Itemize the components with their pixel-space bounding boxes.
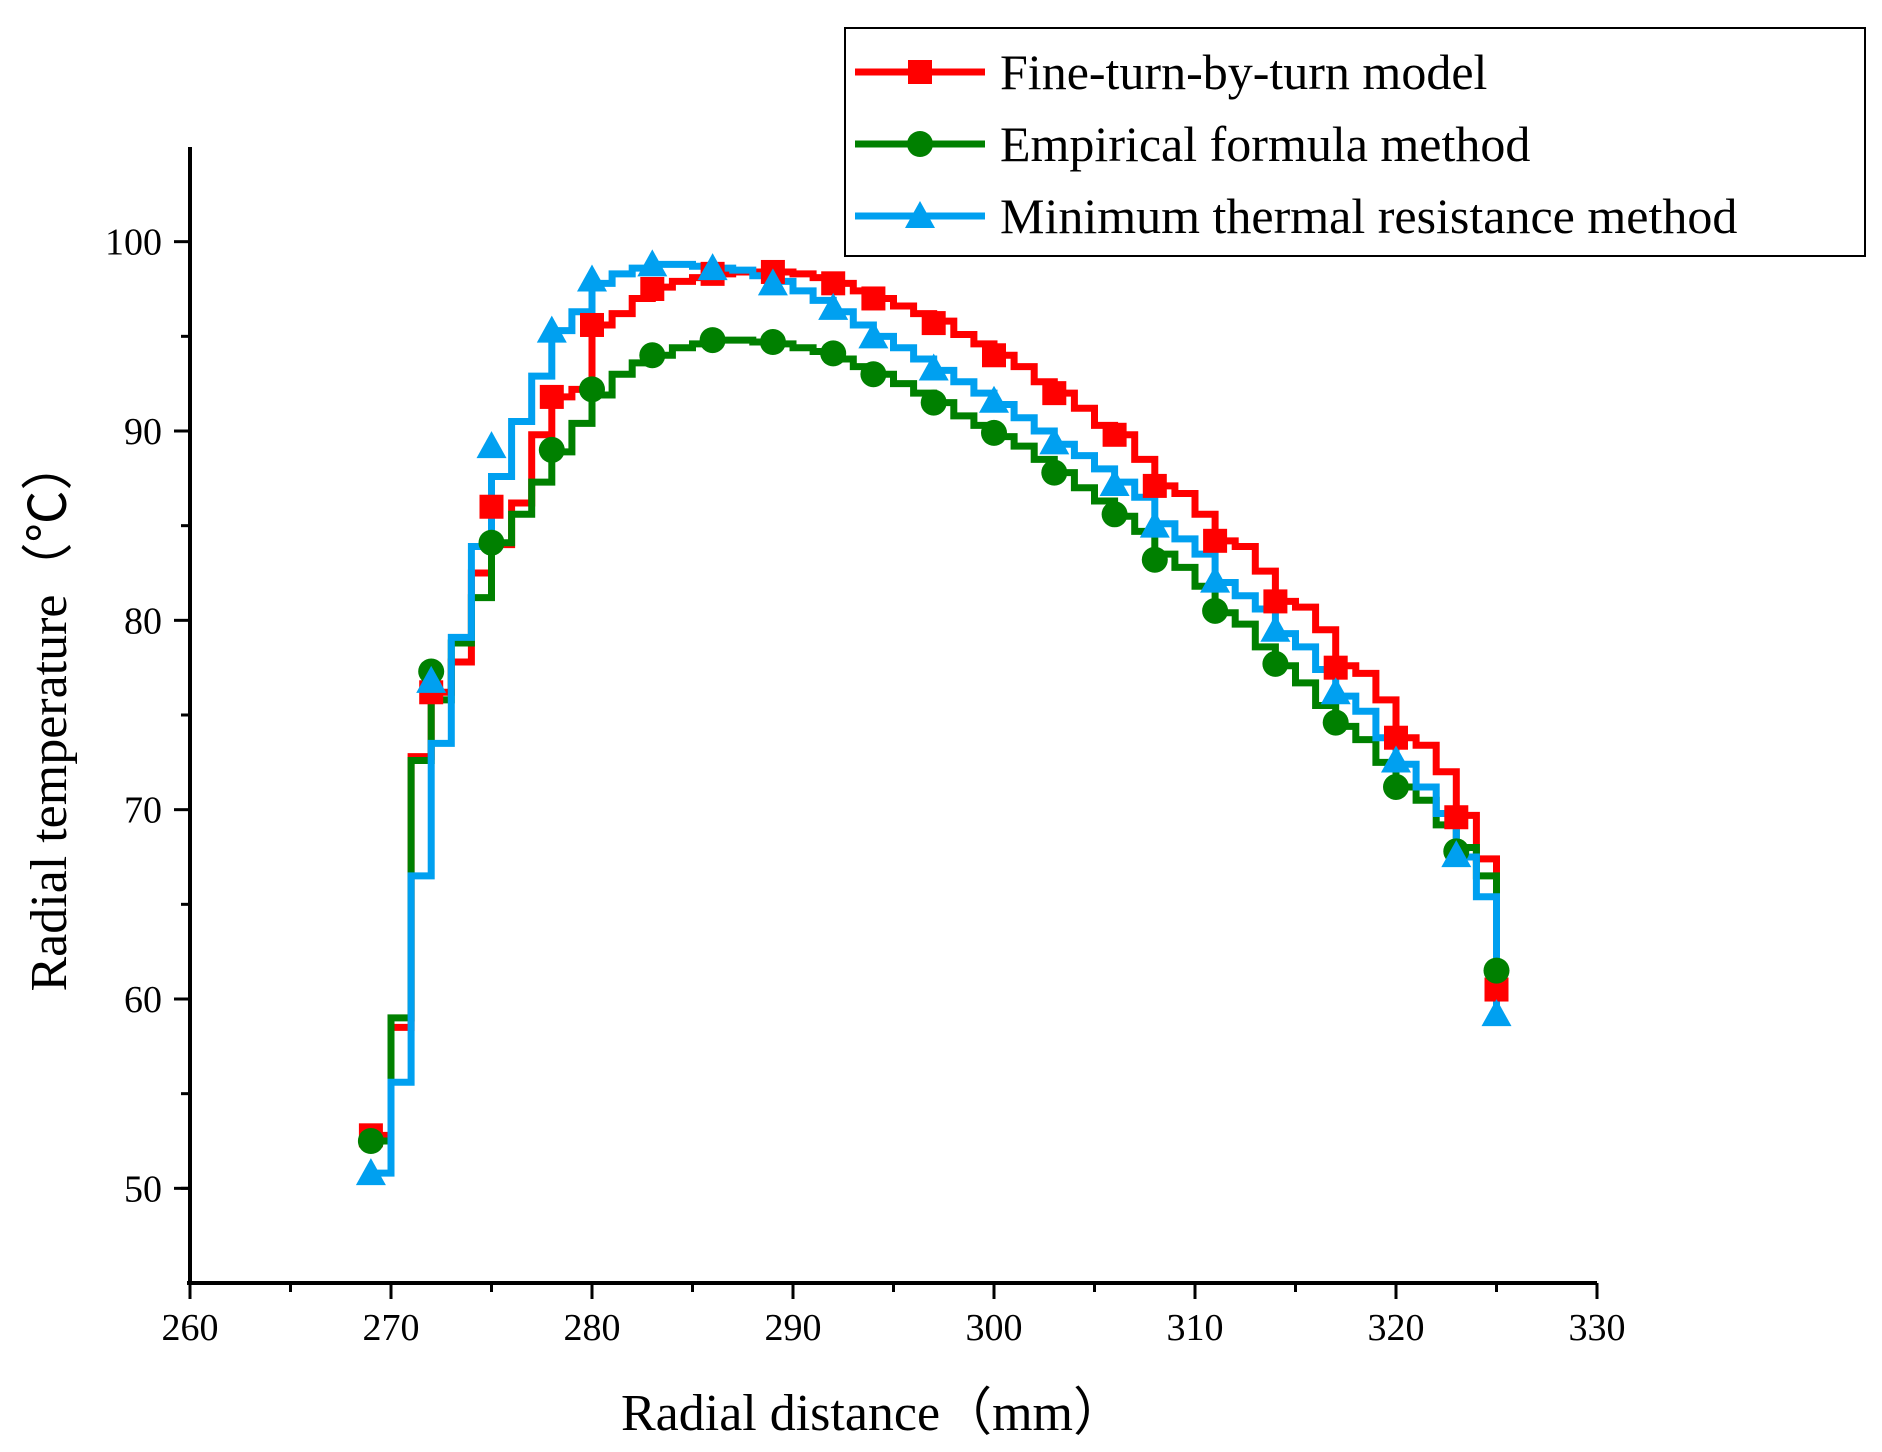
legend-marker — [907, 131, 933, 157]
series-2-marker — [536, 315, 567, 343]
series-1-marker — [759, 329, 786, 356]
series-2-marker — [1481, 999, 1512, 1027]
legend-marker — [905, 201, 935, 228]
y-tick-label: 50 — [124, 1168, 162, 1210]
y-tick-label: 80 — [124, 600, 162, 642]
series-0-marker — [921, 311, 946, 336]
series-2-marker — [1200, 565, 1231, 593]
series-2-marker — [1099, 469, 1130, 497]
series-2-marker — [858, 321, 889, 349]
legend-label: Fine-turn-by-turn model — [1000, 44, 1487, 100]
series-1-marker — [699, 327, 726, 354]
series-2-marker — [1381, 745, 1411, 773]
series-1-marker — [478, 529, 505, 556]
series-1-marker — [1141, 546, 1168, 573]
series-2-marker — [918, 353, 949, 381]
series-0-marker — [1263, 589, 1288, 614]
legend-label: Minimum thermal resistance method — [1000, 188, 1737, 244]
series-1-marker — [579, 376, 605, 403]
series-0-marker — [982, 343, 1006, 368]
series-1-marker — [860, 361, 887, 388]
series-1-marker — [820, 340, 847, 367]
series-2-marker — [1139, 510, 1170, 538]
series-1-marker — [1101, 501, 1128, 528]
series-2-marker — [818, 292, 849, 320]
x-tick-label: 330 — [1569, 1307, 1626, 1349]
series-1-marker — [920, 389, 947, 416]
series-1-marker — [1202, 597, 1229, 624]
series-0-marker — [539, 384, 564, 409]
y-axis-title: Radial temperature（℃） — [21, 438, 78, 991]
series-2-marker — [757, 268, 788, 296]
legend: Fine-turn-by-turn model Empirical formula… — [844, 27, 1866, 257]
x-ticks: 260 270 280 290 300 310 320 330 — [162, 1283, 1626, 1349]
plot-markers — [355, 249, 1512, 1186]
x-tick-label: 290 — [765, 1307, 822, 1349]
series-2-marker — [1039, 427, 1070, 455]
series-0-marker — [1102, 422, 1127, 447]
series-1-marker — [538, 436, 565, 463]
series-0-marker — [861, 286, 886, 311]
series-1-marker — [981, 419, 1007, 446]
series-1-marker — [1262, 650, 1289, 677]
series-2-marker — [355, 1158, 386, 1186]
legend-items: Fine-turn-by-turn model Empirical formula… — [855, 44, 1737, 244]
x-tick-label: 320 — [1368, 1307, 1425, 1349]
series-1-marker — [1322, 709, 1349, 736]
y-tick-label: 90 — [124, 411, 162, 453]
x-tick-label: 270 — [363, 1307, 420, 1349]
series-2-marker — [577, 264, 607, 292]
x-tick-label: 280 — [564, 1307, 621, 1349]
series-0-marker — [1323, 655, 1348, 680]
legend-marker — [908, 60, 932, 84]
x-tick-label: 310 — [1167, 1307, 1224, 1349]
x-tick-label: 300 — [966, 1307, 1023, 1349]
x-tick-label: 260 — [162, 1307, 219, 1349]
series-2-marker — [416, 665, 447, 693]
x-axis-title: Radial distance（mm） — [621, 1385, 1125, 1442]
y-tick-label: 70 — [124, 790, 162, 832]
series-0-marker — [580, 312, 604, 337]
legend-label: Empirical formula method — [1000, 116, 1530, 172]
series-2-marker — [1260, 614, 1291, 642]
legend-box — [844, 27, 1866, 257]
series-2-marker — [1320, 677, 1351, 705]
y-tick-label: 60 — [124, 979, 162, 1021]
series-0-marker — [821, 271, 846, 296]
series-line-2 — [370, 260, 1500, 1177]
series-2-marker — [637, 249, 668, 277]
axes: 260 270 280 290 300 310 320 330 50 60 70 80 90 100 — [105, 147, 1626, 1349]
series-0-marker — [1142, 473, 1167, 498]
y-ticks: 50 60 70 80 90 100 — [105, 222, 190, 1210]
series-0-marker — [479, 494, 504, 519]
series-0-marker — [640, 277, 665, 301]
series-2-marker — [476, 431, 507, 459]
series-1-marker — [357, 1128, 384, 1154]
series-1-marker — [1483, 957, 1510, 984]
series-1-marker — [1041, 459, 1068, 486]
y-tick-label: 100 — [105, 222, 162, 264]
series-1-marker — [1383, 773, 1409, 800]
series-1-marker — [639, 342, 666, 369]
series-2-marker — [1441, 840, 1472, 868]
series-0-marker — [1203, 528, 1228, 553]
series-2-marker — [697, 253, 728, 281]
series-0-marker — [1444, 805, 1469, 830]
series-line-1 — [370, 336, 1500, 1145]
series-2-marker — [979, 385, 1009, 413]
series-0-marker — [1042, 381, 1067, 406]
